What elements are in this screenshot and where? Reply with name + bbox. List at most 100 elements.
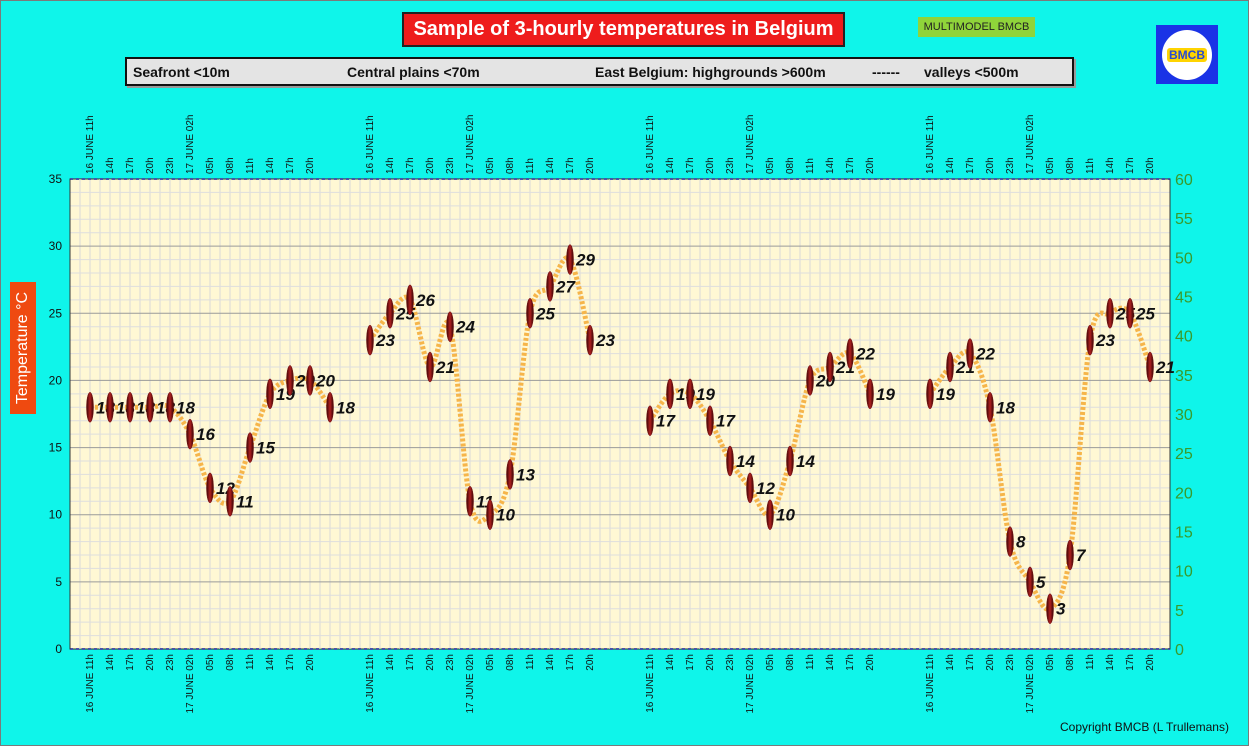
x-tick-label-bottom: 16 JUNE 11h [365, 654, 376, 713]
data-label: 23 [595, 331, 615, 350]
data-point [686, 378, 694, 410]
data-point [326, 392, 334, 423]
x-tick-label-bottom: 17h [125, 654, 136, 671]
x-tick-label-top: 17h [965, 157, 976, 174]
x-tick-label-bottom: 11h [525, 654, 536, 670]
y-tick-right: 35 [1175, 368, 1193, 385]
bmcb-logo: BMCB [1156, 25, 1218, 84]
data-label: 24 [455, 318, 475, 337]
data-label: 27 [555, 277, 576, 296]
x-tick-label-bottom: 17h [405, 654, 416, 671]
x-tick-label-top: 16 JUNE 11h [85, 115, 96, 174]
data-point [706, 405, 714, 436]
x-tick-label-top: 17h [405, 157, 416, 174]
y-tick-right: 20 [1175, 485, 1193, 502]
data-point [146, 392, 154, 423]
data-point [1086, 324, 1094, 356]
x-tick-label-bottom: 17h [1125, 654, 1136, 671]
data-point [426, 351, 434, 383]
data-point [166, 392, 174, 423]
x-tick-label-bottom: 14h [265, 654, 276, 671]
data-point [746, 472, 754, 504]
data-point [666, 378, 674, 410]
x-tick-label-bottom: 20h [1145, 654, 1156, 671]
x-tick-label-top: 08h [505, 157, 516, 174]
data-label: 14 [736, 452, 755, 471]
x-tick-label-top: 14h [825, 157, 836, 174]
x-tick-label-bottom: 08h [1065, 654, 1076, 671]
data-point [286, 365, 294, 396]
data-label: 13 [516, 465, 535, 484]
x-tick-label-bottom: 05h [765, 654, 776, 671]
x-tick-label-top: 14h [945, 157, 956, 174]
data-point [726, 445, 734, 477]
data-label: 19 [876, 385, 895, 404]
data-point [186, 418, 194, 450]
x-tick-label-bottom: 17h [845, 654, 856, 671]
data-point [226, 486, 234, 517]
chart-title: Sample of 3-hourly temperatures in Belgi… [402, 12, 845, 47]
x-tick-label-bottom: 14h [665, 654, 676, 671]
data-label: 18 [336, 398, 355, 417]
x-tick-label-top: 16 JUNE 11h [645, 115, 656, 174]
x-tick-label-bottom: 17 JUNE 02h [745, 654, 756, 713]
region-valleys: valleys <500m [924, 64, 1019, 80]
copyright: Copyright BMCB (L Trullemans) [1060, 720, 1229, 734]
y-tick-right: 40 [1175, 329, 1193, 346]
y-tick-right: 55 [1175, 211, 1193, 228]
multimodel-badge: MULTIMODEL BMCB [918, 17, 1035, 37]
data-point [926, 378, 934, 410]
x-tick-label-top: 20h [705, 157, 716, 174]
y-tick-left: 20 [49, 373, 63, 387]
x-tick-label-top: 05h [765, 157, 776, 174]
data-label: 23 [375, 331, 395, 350]
data-point [1046, 593, 1054, 624]
x-tick-label-top: 17h [285, 157, 296, 174]
data-point [1026, 566, 1034, 598]
x-tick-label-top: 20h [425, 157, 436, 174]
data-label: 22 [855, 345, 875, 364]
data-point [566, 244, 574, 275]
axes: 0510152025303505101520253035404550556016… [49, 115, 1193, 714]
data-point [946, 351, 954, 383]
data-label: 18 [996, 398, 1015, 417]
data-label: 25 [1135, 304, 1155, 323]
data-point [866, 378, 874, 410]
data-label: 25 [535, 304, 555, 323]
x-tick-label-bottom: 20h [985, 654, 996, 671]
data-point [486, 499, 494, 530]
x-tick-label-top: 08h [225, 157, 236, 174]
data-point [966, 338, 974, 369]
data-point [86, 392, 94, 423]
x-tick-label-top: 14h [665, 157, 676, 174]
x-tick-label-bottom: 23h [725, 654, 736, 671]
region-seafront: Seafront <10m [133, 64, 230, 80]
y-tick-left: 30 [49, 239, 63, 253]
data-label: 21 [1155, 358, 1175, 377]
x-tick-label-bottom: 17 JUNE 02h [1025, 654, 1036, 713]
x-tick-label-top: 23h [725, 157, 736, 174]
x-tick-label-bottom: 08h [505, 654, 516, 671]
data-point [526, 298, 534, 329]
x-tick-label-top: 14h [385, 157, 396, 174]
x-tick-label-bottom: 20h [705, 654, 716, 671]
x-tick-label-bottom: 14h [385, 654, 396, 671]
x-tick-label-top: 17h [565, 157, 576, 174]
data-label: 7 [1076, 546, 1087, 565]
x-tick-label-top: 17h [845, 157, 856, 174]
data-label: 17 [656, 412, 676, 431]
x-tick-label-bottom: 23h [1005, 654, 1016, 671]
data-label: 15 [256, 439, 275, 458]
x-tick-label-top: 08h [785, 157, 796, 174]
x-tick-label-top: 14h [545, 157, 556, 174]
grid [70, 179, 1170, 649]
x-tick-label-top: 16 JUNE 11h [365, 115, 376, 174]
x-tick-label-top: 08h [1065, 157, 1076, 174]
data-point [406, 284, 414, 316]
data-label: 19 [936, 385, 955, 404]
y-tick-right: 15 [1175, 525, 1193, 542]
x-tick-label-top: 11h [525, 158, 536, 174]
